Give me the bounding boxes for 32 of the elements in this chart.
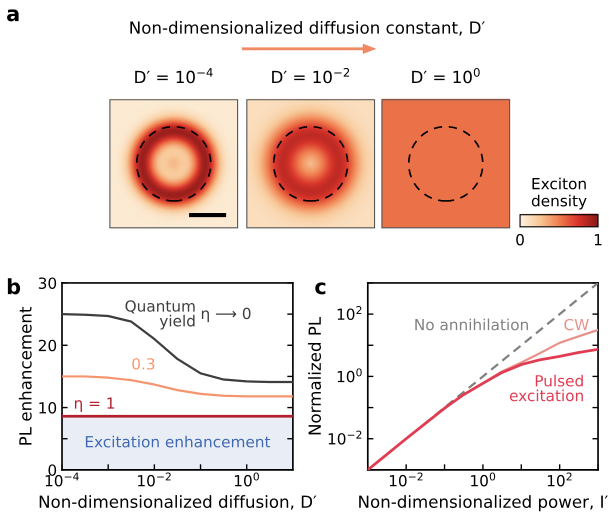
- series-label: 0.3: [132, 358, 154, 370]
- y-tick-label: 10$^{2}$: [338, 306, 362, 320]
- text: D′ = 10$^{−4}$: [135, 68, 213, 84]
- y-tick-label: 30: [38, 277, 56, 289]
- x-tick-label: 10$^{0}$: [234, 472, 259, 486]
- y-tick-label: 10$^{−2}$: [328, 430, 362, 445]
- x-tick-label: 10$^{0}$: [471, 472, 496, 486]
- y-axis-title: Normalized PL: [308, 316, 322, 434]
- annotation: Quantum yield: [125, 300, 195, 330]
- x-axis-title: Non-dimensionalized power, I′: [359, 495, 608, 512]
- text: a: [7, 9, 19, 22]
- band-label: Excitation enhancement: [86, 436, 270, 448]
- y-tick-label: 10$^{0}$: [338, 368, 362, 382]
- y-tick-label: 0: [48, 464, 56, 476]
- text: b: [8, 278, 20, 294]
- series-label: η = 1: [74, 398, 114, 412]
- text: 0: [516, 234, 524, 246]
- text: 1: [594, 234, 602, 246]
- y-tick-label: 10: [39, 402, 56, 414]
- text: c: [315, 282, 326, 294]
- x-tick-label: 10$^{2}$: [548, 472, 572, 486]
- y-axis-title: PL enhancement: [18, 306, 32, 445]
- text: η ⟶ 0: [202, 308, 251, 322]
- line-series: [62, 375, 293, 398]
- y-tick-label: 20: [38, 340, 56, 352]
- x-axis-title: Non-dimensionalized diffusion, D′: [40, 495, 316, 510]
- text: Non-dimensionalized diffusion constant, D′: [130, 21, 485, 36]
- text: D′ = 10$^{0}$: [412, 68, 480, 84]
- text: D′ = 10$^{−2}$: [272, 68, 350, 84]
- x-tick-label: 10$^{−2}$: [138, 472, 171, 486]
- color-bar-title: Exciton density: [532, 178, 587, 210]
- x-tick-label: 10$^{−2}$: [390, 472, 422, 486]
